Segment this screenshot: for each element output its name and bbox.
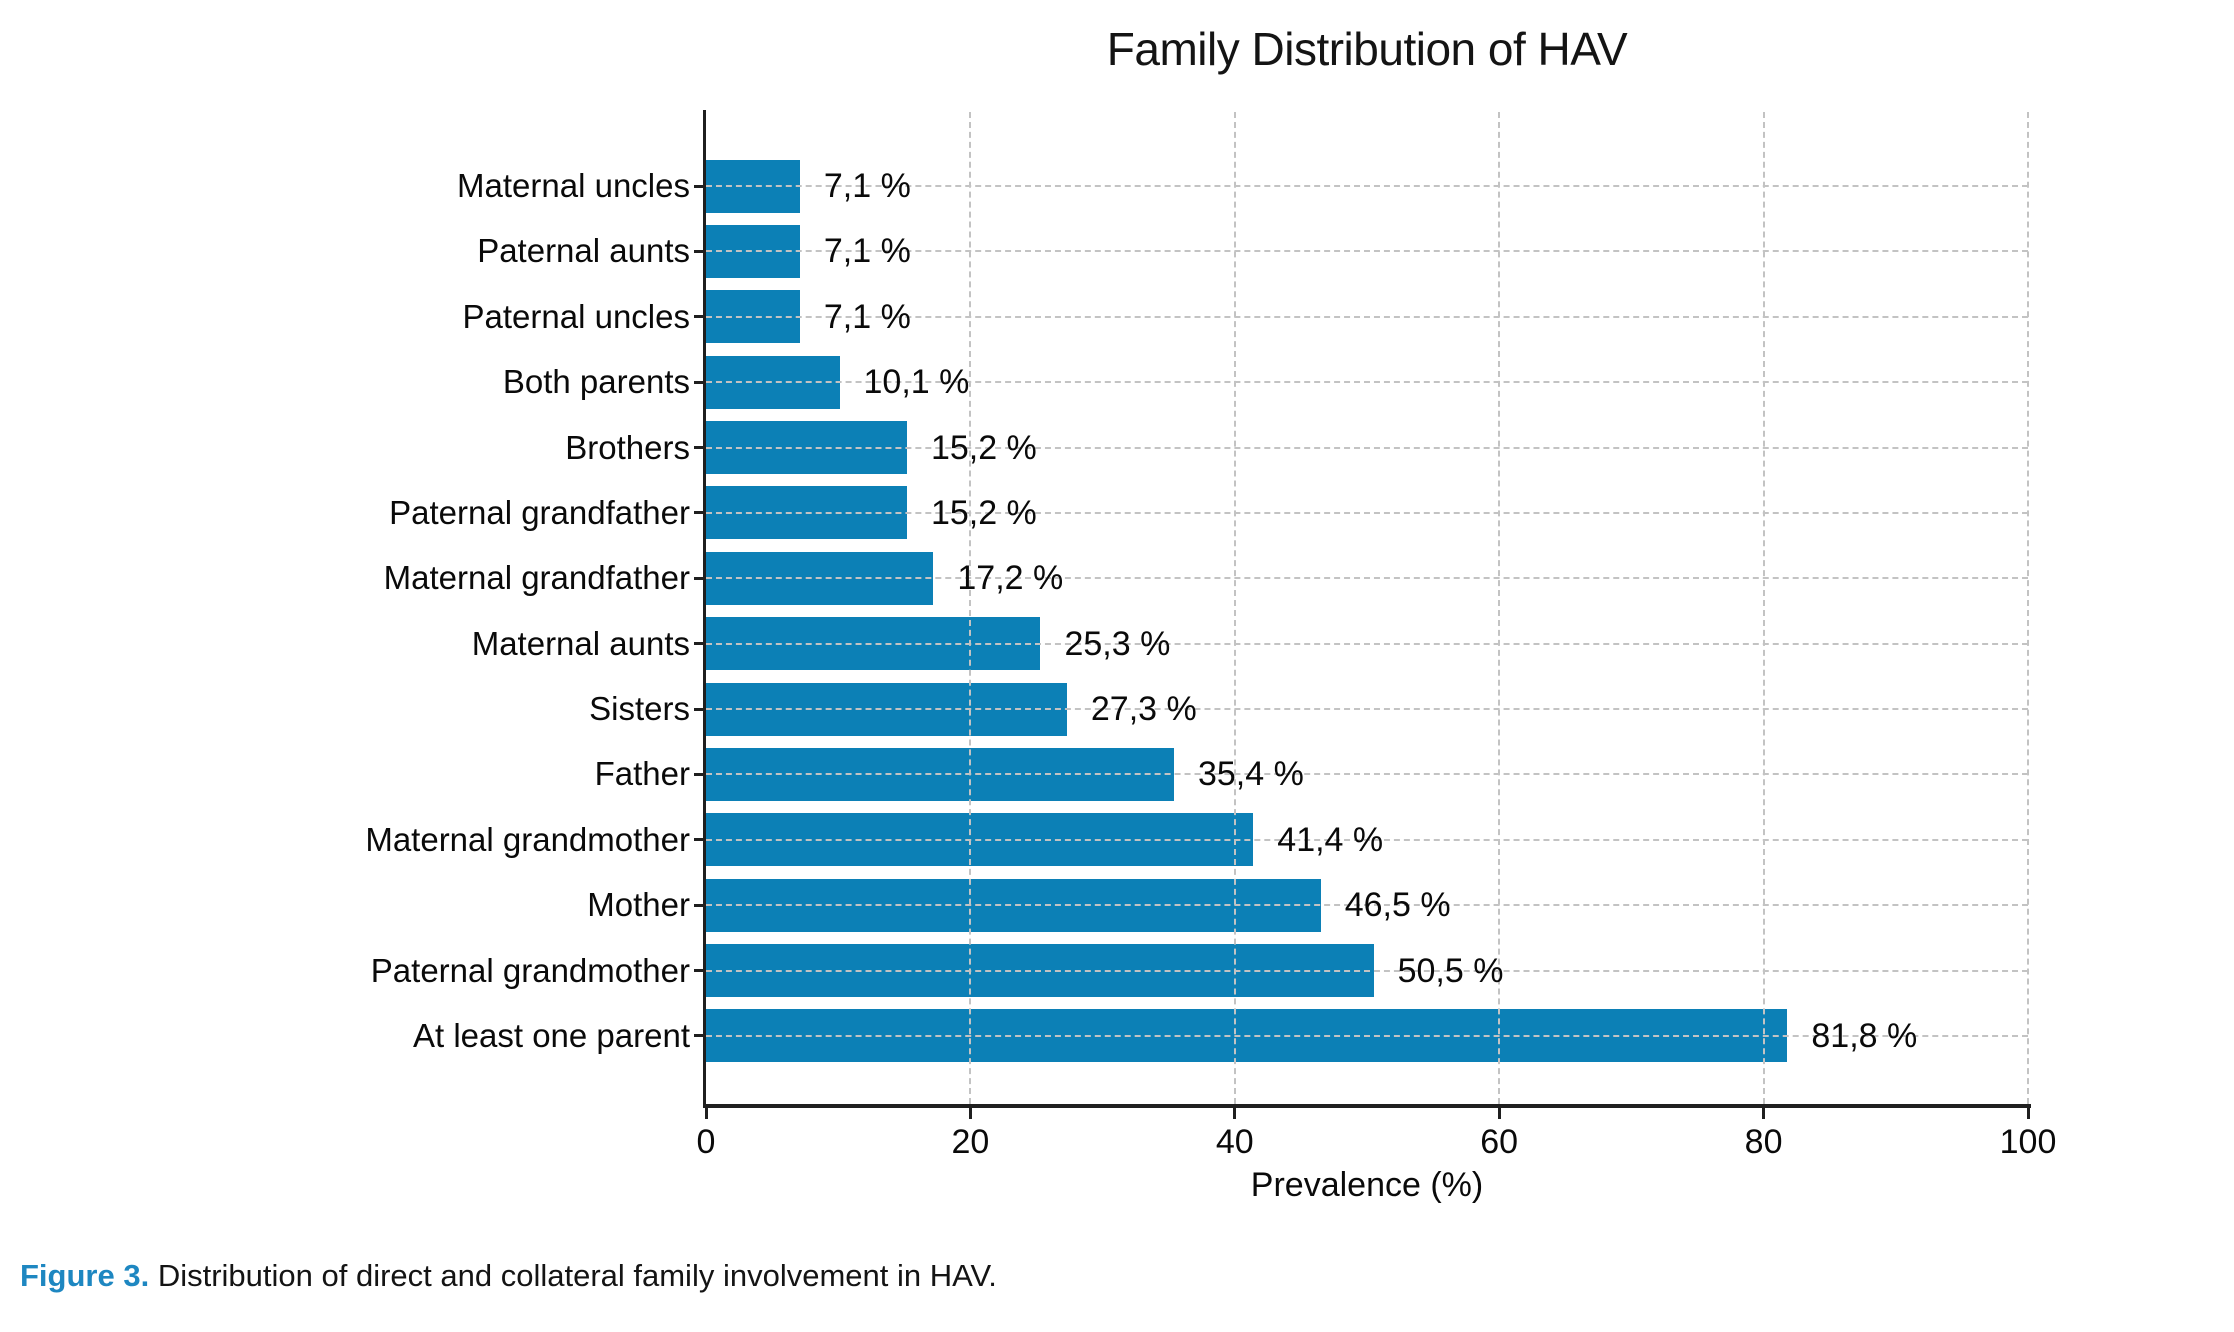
bar-value-label: 50,5 % bbox=[1397, 951, 1504, 990]
x-tick-label: 0 bbox=[696, 1123, 716, 1161]
x-tick-label: 20 bbox=[951, 1123, 990, 1161]
y-axis-label: Maternal grandmother bbox=[365, 820, 690, 858]
y-tick bbox=[694, 511, 706, 515]
v-gridline bbox=[969, 112, 972, 1104]
x-tick bbox=[1497, 1106, 1501, 1119]
bar-value-label: 27,3 % bbox=[1090, 690, 1197, 729]
y-axis-label: At least one parent bbox=[412, 1016, 690, 1054]
x-tick bbox=[968, 1106, 972, 1119]
x-tick-label: 80 bbox=[1744, 1123, 1783, 1161]
y-axis-label: Brothers bbox=[565, 428, 690, 466]
h-gridline bbox=[706, 773, 2028, 776]
y-axis-label: Paternal grandfather bbox=[389, 493, 690, 531]
h-gridline bbox=[706, 511, 2028, 514]
y-tick bbox=[694, 184, 706, 188]
y-tick bbox=[694, 380, 706, 384]
y-tick bbox=[694, 1034, 706, 1038]
y-axis-label: Paternal uncles bbox=[462, 297, 690, 335]
x-tick bbox=[704, 1106, 708, 1119]
y-axis-label: Both parents bbox=[502, 363, 690, 401]
h-gridline bbox=[706, 969, 2028, 972]
h-gridline bbox=[706, 577, 2028, 580]
y-axis-label: Maternal grandfather bbox=[383, 559, 690, 597]
y-axis-label: Mother bbox=[587, 886, 690, 924]
v-gridline bbox=[1762, 112, 1765, 1104]
x-tick bbox=[2026, 1106, 2030, 1119]
x-tick bbox=[1762, 1106, 1766, 1119]
y-tick bbox=[694, 315, 706, 319]
v-gridline bbox=[1233, 112, 1236, 1104]
y-tick bbox=[694, 903, 706, 907]
y-tick bbox=[694, 772, 706, 776]
bar-value-label: 81,8 % bbox=[1811, 1016, 1918, 1055]
y-axis-label: Paternal grandmother bbox=[370, 951, 690, 989]
y-axis-label: Sisters bbox=[589, 690, 690, 728]
y-tick bbox=[694, 249, 706, 253]
h-gridline bbox=[706, 642, 2028, 645]
bar-value-label: 15,2 % bbox=[930, 493, 1037, 532]
x-tick-label: 40 bbox=[1215, 1123, 1254, 1161]
bar-value-label: 7,1 % bbox=[823, 232, 911, 271]
h-gridline bbox=[706, 185, 2028, 187]
y-tick bbox=[694, 969, 706, 973]
bar-value-label: 25,3 % bbox=[1064, 624, 1171, 663]
x-tick-label: 60 bbox=[1480, 1123, 1519, 1161]
figure-caption: Figure 3. Distribution of direct and col… bbox=[20, 1258, 997, 1294]
bar-value-label: 35,4 % bbox=[1197, 755, 1304, 794]
h-gridline bbox=[706, 838, 2028, 841]
caption-figure-number: Figure 3. bbox=[20, 1258, 150, 1293]
v-gridline bbox=[2027, 112, 2029, 1104]
caption-text: Distribution of direct and collateral fa… bbox=[149, 1258, 997, 1293]
x-tick bbox=[1233, 1106, 1237, 1119]
h-gridline bbox=[706, 381, 2028, 384]
y-tick bbox=[694, 576, 706, 580]
v-gridline bbox=[1498, 112, 1501, 1104]
h-gridline bbox=[706, 446, 2028, 449]
h-gridline bbox=[706, 708, 2028, 711]
y-axis-label: Paternal aunts bbox=[477, 232, 690, 270]
h-gridline bbox=[706, 1034, 2028, 1037]
h-gridline bbox=[706, 250, 2028, 253]
y-axis-label: Maternal uncles bbox=[457, 167, 690, 204]
bar-value-label: 17,2 % bbox=[957, 559, 1064, 598]
bar-value-label: 15,2 % bbox=[930, 428, 1037, 467]
bar-value-label: 10,1 % bbox=[863, 363, 970, 402]
h-gridline bbox=[706, 315, 2028, 318]
x-tick-label: 100 bbox=[1999, 1123, 2057, 1161]
y-tick bbox=[694, 642, 706, 646]
bar-value-label: 7,1 % bbox=[823, 297, 911, 336]
chart-title: Family Distribution of HAV bbox=[1106, 23, 1628, 75]
y-axis-label: Maternal aunts bbox=[471, 624, 690, 662]
y-tick bbox=[694, 446, 706, 450]
h-gridline bbox=[706, 904, 2028, 907]
y-axis-label: Father bbox=[594, 755, 690, 793]
bar-value-label: 41,4 % bbox=[1277, 820, 1384, 859]
y-tick bbox=[694, 707, 706, 711]
x-axis-label: Prevalence (%) bbox=[1250, 1166, 1484, 1204]
y-tick bbox=[694, 838, 706, 842]
bar-value-label: 7,1 % bbox=[823, 167, 911, 205]
bar-value-label: 46,5 % bbox=[1344, 886, 1451, 925]
